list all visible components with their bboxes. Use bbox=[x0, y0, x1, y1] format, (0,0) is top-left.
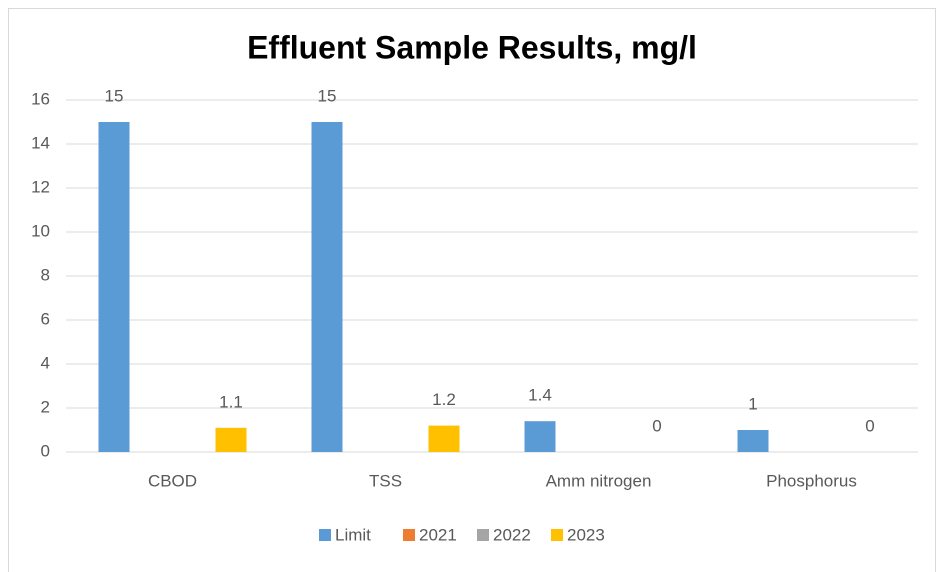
chart-title: Effluent Sample Results, mg/l bbox=[247, 29, 697, 65]
bar bbox=[215, 427, 247, 452]
y-tick-label: 8 bbox=[41, 265, 50, 284]
legend-swatch bbox=[319, 529, 331, 541]
data-label: 0 bbox=[652, 416, 661, 435]
y-tick-label: 6 bbox=[41, 309, 50, 328]
data-label: 1.1 bbox=[219, 392, 243, 411]
y-tick-label: 14 bbox=[31, 133, 50, 152]
data-label: 1.2 bbox=[432, 390, 456, 409]
legend-swatch bbox=[477, 529, 489, 541]
x-tick-label: CBOD bbox=[148, 471, 197, 490]
x-tick-label: Amm nitrogen bbox=[546, 471, 652, 490]
y-tick-label: 16 bbox=[31, 89, 50, 108]
data-label: 0 bbox=[865, 416, 874, 435]
legend-label: 2021 bbox=[419, 525, 457, 544]
y-tick-label: 2 bbox=[41, 397, 50, 416]
bar bbox=[98, 122, 130, 452]
data-label: 15 bbox=[105, 86, 124, 105]
bar bbox=[524, 421, 556, 452]
y-tick-label: 10 bbox=[31, 221, 50, 240]
legend-label: 2022 bbox=[493, 525, 531, 544]
y-tick-label: 4 bbox=[41, 353, 50, 372]
legend-swatch bbox=[403, 529, 415, 541]
legend-label: 2023 bbox=[567, 525, 605, 544]
bar bbox=[428, 425, 460, 452]
data-label: 15 bbox=[318, 86, 337, 105]
y-tick-label: 0 bbox=[41, 441, 50, 460]
bar bbox=[737, 430, 769, 452]
x-tick-label: Phosphorus bbox=[766, 471, 857, 490]
data-label: 1.4 bbox=[528, 386, 552, 405]
y-tick-label: 12 bbox=[31, 177, 50, 196]
chart-border bbox=[8, 8, 936, 572]
bar bbox=[311, 122, 343, 452]
data-label: 1 bbox=[748, 394, 757, 413]
legend-label: Limit bbox=[335, 525, 371, 544]
x-tick-label: TSS bbox=[369, 471, 402, 490]
legend-swatch bbox=[551, 529, 563, 541]
